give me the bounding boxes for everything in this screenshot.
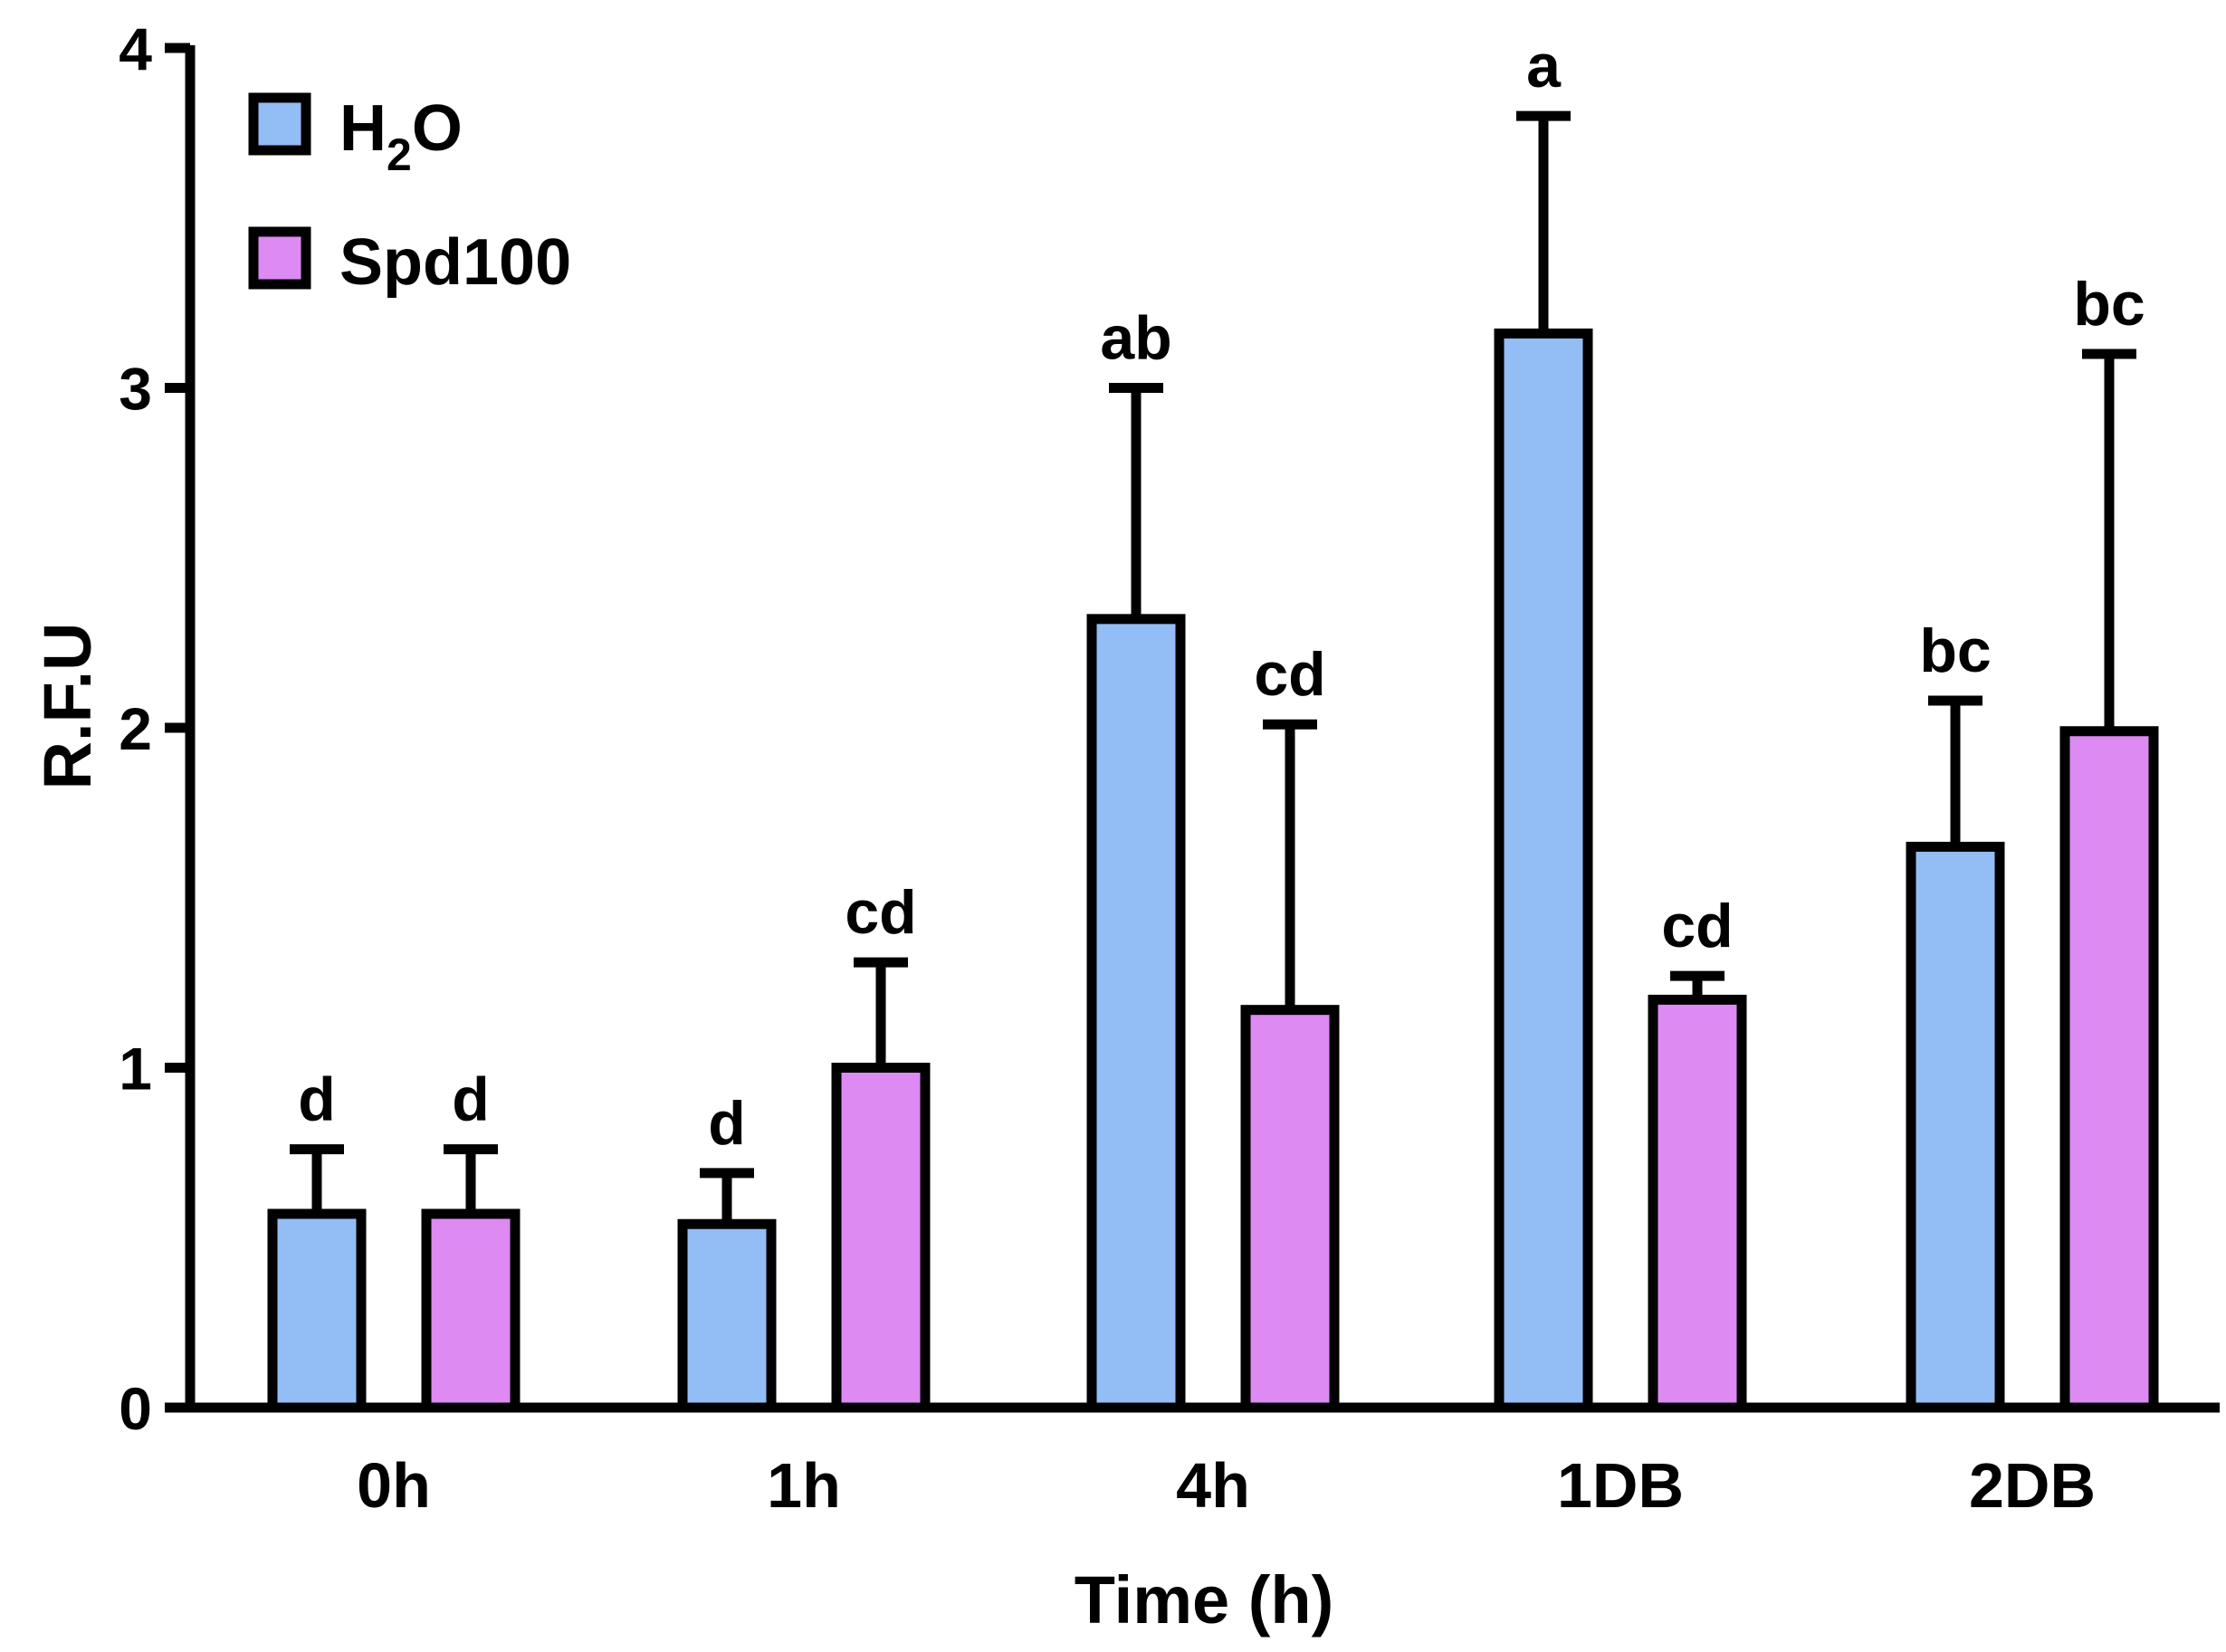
bar-spd100-4h — [1240, 1005, 1340, 1413]
labels-layer: Time (h) R.F.U 0h 1h 4h 1DB 2DB — [30, 623, 2096, 1638]
ticks-layer: 0 1 2 3 4 — [119, 15, 190, 1442]
bars-layer: d d ab a bc d cd cd cd bc — [267, 32, 2159, 1413]
legend-swatch-spd100 — [248, 226, 311, 290]
bar-spd100-1db — [1648, 994, 1747, 1413]
y-tick-label: 3 — [119, 356, 152, 423]
bar-h2o-1db — [1494, 328, 1593, 1413]
x-category-label: 4h — [1176, 1450, 1250, 1521]
significance-label: cd — [1254, 640, 1325, 709]
y-tick-label: 1 — [119, 1036, 152, 1103]
x-category-label: 1h — [767, 1450, 841, 1521]
y-axis-title: R.F.U — [30, 623, 105, 790]
bar-h2o-2db — [1906, 841, 2005, 1413]
significance-label: cd — [845, 878, 916, 947]
bar-spd100-0h — [421, 1208, 521, 1413]
significance-label: cd — [1661, 892, 1733, 960]
significance-label: d — [452, 1065, 490, 1134]
significance-label: a — [1526, 32, 1562, 100]
x-category-label: 0h — [357, 1450, 431, 1521]
bar-h2o-4h — [1086, 614, 1186, 1413]
y-tick-label: 2 — [119, 695, 152, 762]
x-axis-title: Time (h) — [1075, 1562, 1333, 1638]
y-tick-label: 0 — [119, 1375, 152, 1442]
bar-h2o-0h — [267, 1208, 367, 1413]
y-tick-label: 4 — [119, 15, 152, 82]
x-category-label: 1DB — [1557, 1450, 1684, 1521]
significance-label: bc — [1919, 616, 1991, 685]
bar-h2o-1h — [677, 1218, 777, 1413]
bar-spd100-1h — [831, 1063, 931, 1413]
significance-label: d — [708, 1089, 746, 1158]
legend-label-h2o: H2O — [339, 92, 463, 180]
significance-label: d — [298, 1065, 336, 1134]
bar-spd100-2db — [2059, 726, 2159, 1413]
significance-label: ab — [1100, 304, 1171, 373]
legend-label-spd100: Spd100 — [339, 226, 571, 299]
x-category-label: 2DB — [1969, 1450, 2096, 1521]
legend-swatch-h2o — [248, 92, 311, 156]
significance-label: bc — [2073, 270, 2145, 339]
legend: H2O Spd100 — [248, 92, 571, 299]
